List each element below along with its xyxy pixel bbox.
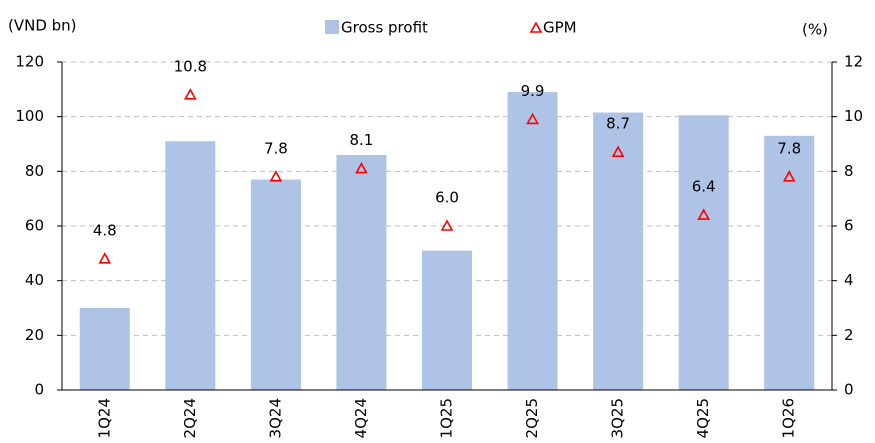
- marker: [98, 252, 112, 264]
- y2-tick-label: 8: [844, 162, 854, 180]
- y-tick-label: 40: [25, 271, 44, 289]
- data-label: 7.8: [777, 139, 801, 157]
- x-tick-label: 1Q26: [780, 398, 798, 438]
- bar: [422, 250, 472, 390]
- x-tick-label: 1Q25: [438, 398, 456, 438]
- x-tick-label: 2Q25: [523, 398, 541, 438]
- y-tick-label: 60: [25, 217, 44, 235]
- bar: [507, 92, 558, 391]
- legend-label: GPM: [543, 19, 577, 37]
- bar: [678, 115, 729, 391]
- marker: [782, 170, 796, 182]
- bar: [250, 179, 301, 390]
- data-label: 10.8: [174, 57, 207, 75]
- y2-tick-label: 2: [844, 326, 854, 344]
- data-label: 6.0: [435, 189, 459, 207]
- y-tick-label: 120: [15, 53, 44, 71]
- y-axis-label: (VND bn): [8, 17, 77, 35]
- marker: [183, 88, 197, 100]
- x-tick-label: 1Q24: [95, 398, 113, 438]
- x-tick-label: 4Q24: [352, 398, 370, 438]
- data-label: 4.8: [93, 221, 117, 239]
- bar: [336, 154, 387, 390]
- legend-marker: [529, 21, 543, 33]
- bar: [593, 112, 644, 391]
- data-label: 6.4: [692, 178, 716, 196]
- y-tick-label: 0: [34, 381, 44, 399]
- marker: [697, 208, 711, 220]
- data-label: 8.7: [606, 115, 630, 133]
- y-tick-label: 20: [25, 326, 44, 344]
- y2-axis-label: (%): [802, 21, 828, 39]
- data-label: 9.9: [521, 82, 545, 100]
- bar: [764, 135, 815, 390]
- y2-tick-label: 12: [844, 53, 863, 71]
- bar: [165, 141, 216, 390]
- y-tick-label: 80: [25, 162, 44, 180]
- marker: [440, 219, 454, 231]
- marker: [526, 112, 539, 125]
- y2-tick-label: 0: [844, 381, 854, 399]
- y-tick-label: 100: [15, 107, 44, 125]
- x-tick-label: 3Q24: [266, 398, 284, 438]
- bar: [79, 308, 130, 390]
- marker: [355, 161, 368, 174]
- data-label: 7.8: [264, 139, 288, 157]
- y2-tick-label: 6: [844, 217, 854, 235]
- marker: [611, 145, 625, 157]
- y2-tick-label: 4: [844, 271, 854, 289]
- x-tick-label: 3Q25: [609, 398, 627, 438]
- legend-label: Gross profit: [341, 19, 428, 37]
- marker: [269, 170, 283, 182]
- x-tick-label: 4Q25: [694, 398, 712, 438]
- data-label: 8.1: [350, 131, 374, 149]
- y2-tick-label: 10: [844, 107, 863, 125]
- x-tick-label: 2Q24: [181, 398, 199, 438]
- legend-swatch: [325, 20, 339, 34]
